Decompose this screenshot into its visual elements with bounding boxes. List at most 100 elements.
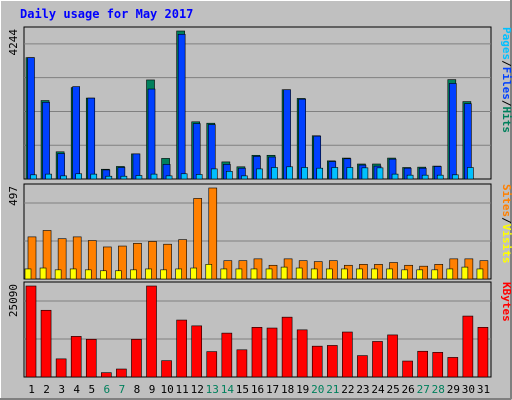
pages-bar xyxy=(301,167,308,180)
kbytes-bar xyxy=(447,357,459,378)
x-tick-label: 28 xyxy=(432,383,445,396)
pages-bar xyxy=(331,167,339,180)
legend-entry: / xyxy=(500,60,512,67)
pages-bar xyxy=(286,166,293,180)
kbytes-bar xyxy=(206,351,218,378)
sites-bar xyxy=(178,239,187,280)
legend-kbytes: KBytes xyxy=(500,282,512,322)
kbytes-bar xyxy=(432,352,444,378)
visits-bar xyxy=(265,268,273,280)
pages-bar xyxy=(376,167,384,180)
legend-entry: / xyxy=(500,217,512,224)
x-tick-label: 5 xyxy=(88,383,95,396)
y-max-label: 497 xyxy=(7,186,20,206)
sites-bar xyxy=(103,246,112,280)
visits-bar xyxy=(476,268,484,280)
x-tick-label: 3 xyxy=(58,383,65,396)
visits-bar xyxy=(220,268,228,280)
files-bar xyxy=(147,88,156,180)
kbytes-bar xyxy=(372,341,383,378)
x-tick-label: 20 xyxy=(311,383,324,396)
pages-bar xyxy=(60,175,67,180)
pages-bar xyxy=(165,175,173,180)
visits-bar xyxy=(386,268,393,280)
visits-bar xyxy=(446,268,454,280)
sites-bar xyxy=(87,240,97,280)
sites-bar xyxy=(72,236,82,280)
pages-bar xyxy=(180,173,188,180)
visits-bar xyxy=(205,264,213,280)
kbytes-bar xyxy=(311,345,323,378)
kbytes-bar xyxy=(342,331,353,378)
kbytes-bar xyxy=(85,338,97,378)
legend-pages-files-hits: Pages/Files/Hits xyxy=(500,27,512,133)
x-tick-label: 11 xyxy=(176,383,189,396)
files-bar xyxy=(177,33,186,180)
kbytes-bar xyxy=(251,327,263,378)
files-bar xyxy=(298,98,306,180)
y-max-label: 25090 xyxy=(7,284,20,317)
pages-bar xyxy=(75,173,82,180)
visits-bar xyxy=(69,268,77,280)
visits-bar xyxy=(175,268,182,280)
kbytes-bar xyxy=(116,368,127,378)
visits-bar xyxy=(115,270,122,280)
legend-entry: Visits xyxy=(500,224,512,264)
visits-bar xyxy=(130,269,137,280)
pages-bar xyxy=(391,173,399,180)
x-tick-label: 9 xyxy=(149,383,156,396)
pages-bar xyxy=(346,167,354,180)
visits-bar xyxy=(280,266,288,280)
kbytes-bar xyxy=(191,325,203,378)
sites-bar xyxy=(57,238,67,280)
kbytes-bar xyxy=(40,309,52,378)
kbytes-bar xyxy=(402,360,413,378)
x-tick-label: 6 xyxy=(104,383,111,396)
visits-bar xyxy=(310,268,318,280)
pages-bar xyxy=(361,167,369,180)
legend-entry: Sites xyxy=(500,184,512,217)
x-tick-label: 19 xyxy=(296,383,309,396)
x-tick-label: 12 xyxy=(191,383,204,396)
visits-bar xyxy=(250,268,258,280)
legend-entry: Hits xyxy=(500,107,512,134)
kbytes-bar xyxy=(462,315,474,378)
pages-bar xyxy=(135,175,143,180)
kbytes-bar xyxy=(70,336,82,378)
panel-kbytes: 25090 xyxy=(7,281,492,378)
visits-bar xyxy=(416,269,423,280)
pages-bar xyxy=(271,167,278,180)
files-bar xyxy=(449,83,457,180)
pages-bar xyxy=(150,173,158,180)
legend-entry: Files xyxy=(500,67,512,100)
x-tick-label: 17 xyxy=(266,383,279,396)
x-tick-label: 29 xyxy=(447,383,460,396)
x-tick-label: 27 xyxy=(417,383,430,396)
pages-bar xyxy=(90,173,98,180)
kbytes-bar xyxy=(236,349,248,378)
visits-bar xyxy=(54,269,62,280)
sites-bar xyxy=(42,230,52,280)
kbytes-bar xyxy=(25,285,37,378)
panel-background xyxy=(23,26,492,180)
kbytes-bar xyxy=(326,345,338,378)
kbytes-bar xyxy=(281,316,293,378)
pages-bar xyxy=(421,174,429,180)
x-tick-label: 15 xyxy=(236,383,249,396)
x-tick-label: 13 xyxy=(206,383,219,396)
sites-bar xyxy=(118,245,127,280)
pages-bar xyxy=(256,168,263,180)
kbytes-bar xyxy=(296,329,308,378)
pages-bar xyxy=(45,173,52,180)
kbytes-bar xyxy=(146,285,157,378)
visits-bar xyxy=(325,268,333,280)
x-tick-label: 23 xyxy=(356,383,369,396)
visits-bar xyxy=(341,268,348,280)
x-tick-label: 14 xyxy=(221,383,235,396)
x-tick-label: 26 xyxy=(402,383,415,396)
pages-bar xyxy=(105,175,113,180)
files-bar xyxy=(42,101,50,180)
x-tick-label: 16 xyxy=(251,383,264,396)
